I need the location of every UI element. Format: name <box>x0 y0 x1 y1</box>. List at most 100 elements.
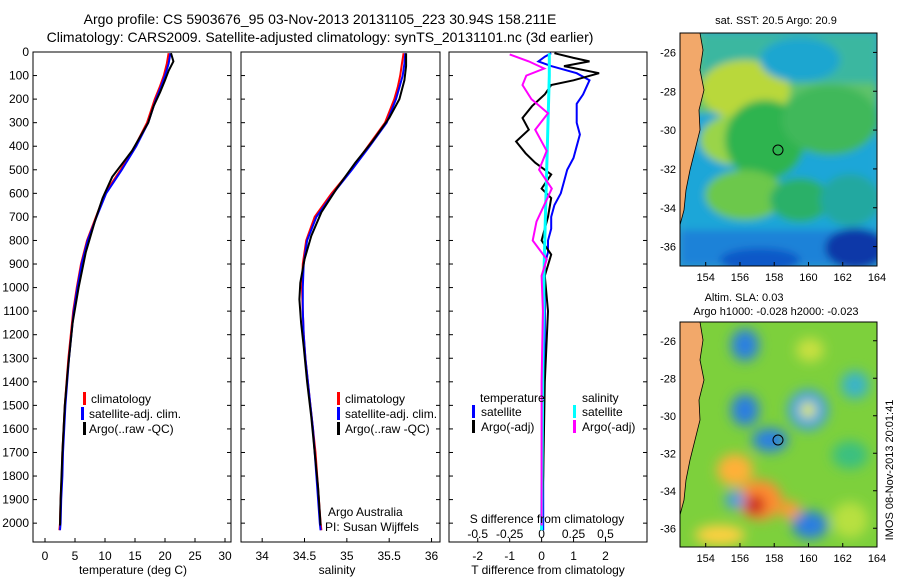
series-line-argo-raw-qc <box>298 53 408 526</box>
credit-argo-australia: Argo Australia <box>328 505 403 519</box>
header-line-1: Argo profile: CS 5903676_95 03-Nov-2013 … <box>84 11 557 27</box>
x-tick-label: 34.5 <box>293 549 317 563</box>
sla-map-subtitle: Argo h1000: -0.028 h2000: -0.023 <box>693 306 858 318</box>
lat-tick-label: -30 <box>660 125 676 137</box>
depth-tick-label: 900 <box>9 257 29 271</box>
sst-map-title: sat. SST: 20.5 Argo: 20.9 <box>715 15 837 27</box>
temperature-axes-frame <box>32 51 232 543</box>
legend-label-argo: Argo(..raw -QC) <box>89 422 174 436</box>
depth-tick-label: 1100 <box>3 304 29 318</box>
depth-tick-label: 300 <box>9 116 29 130</box>
top-tick-label: -0.5 <box>467 527 488 541</box>
legend-label-climatology: climatology <box>91 392 151 406</box>
lon-tick-label: 164 <box>868 272 886 284</box>
depth-tick-label: 400 <box>9 139 29 153</box>
legend-swatch-climatology <box>83 392 86 405</box>
salinity-x-ticks: 34 34.5 35 35.5 36 <box>255 538 439 563</box>
lon-tick-label: 162 <box>834 272 852 284</box>
sst-argo-location-marker <box>772 144 784 156</box>
sst-lat-ticks: -26 -28 -30 -32 -34 -36 <box>660 47 877 254</box>
lat-tick-label: -26 <box>660 336 676 348</box>
x-tick-label: -1 <box>504 549 515 563</box>
sst-lon-ticks: 154 156 158 160 162 164 <box>697 262 886 284</box>
diff-legend-swatch-t-satellite <box>472 405 475 418</box>
sla-map: Altim. SLA: 0.03 Argo h1000: -0.028 h200… <box>660 292 886 565</box>
x-tick-label: 0 <box>42 549 49 563</box>
sla-argo-location-marker <box>772 434 784 446</box>
salinity-legend: climatology satellite-adj. clim. Argo(..… <box>337 392 437 436</box>
lon-tick-label: 164 <box>868 553 886 565</box>
legend-swatch-argo <box>83 422 86 435</box>
top-tick-label: -0.25 <box>496 527 524 541</box>
sst-land-australia <box>680 33 705 226</box>
salinity-xlabel: salinity <box>319 563 356 577</box>
depth-tick-label: 1000 <box>2 281 29 295</box>
sal-legend-swatch-argo <box>337 422 340 435</box>
imos-timestamp: IMOS 08-Nov-2013 20:01:41 <box>884 400 896 541</box>
lat-tick-label: -32 <box>660 448 676 460</box>
depth-tick-label: 600 <box>9 186 29 200</box>
lon-tick-label: 154 <box>697 553 715 565</box>
sst-field <box>680 33 877 266</box>
depth-tick-label: 700 <box>9 210 29 224</box>
x-tick-label: 34 <box>255 549 269 563</box>
sla-map-title: Altim. SLA: 0.03 <box>705 292 784 304</box>
x-tick-label: 5 <box>72 549 79 563</box>
depth-tick-label: 1600 <box>2 422 29 436</box>
diff-legend-swatch-t-argo <box>472 420 475 433</box>
series-line-argo-raw-qc <box>59 52 175 526</box>
diff-legend-label-s-argo: Argo(-adj) <box>582 420 635 434</box>
depth-tick-label: 1800 <box>2 469 29 483</box>
lat-tick-label: -32 <box>660 164 676 176</box>
lon-tick-label: 156 <box>731 272 749 284</box>
lon-tick-label: 154 <box>697 272 715 284</box>
sal-legend-swatch-satellite <box>337 407 340 420</box>
diff-legend-swatch-s-argo <box>573 420 576 433</box>
diff-legend-label-t-argo: Argo(-adj) <box>481 420 534 434</box>
difference-series <box>509 52 600 531</box>
depth-tick-label: 0 <box>22 45 29 59</box>
temperature-panel: 0 5 10 15 20 25 30 temperature (deg C) climato… <box>32 51 232 577</box>
depth-tick-label: 1400 <box>2 375 29 389</box>
lat-tick-label: -30 <box>660 411 676 423</box>
depth-tick-label: 500 <box>9 163 29 177</box>
sst-map: sat. SST: 20.5 Argo: 20.9 <box>660 15 886 284</box>
lat-tick-label: -28 <box>660 86 676 98</box>
salinity-series <box>298 53 408 531</box>
x-tick-label: 2 <box>602 549 609 563</box>
sal-legend-label-satellite: satellite-adj. clim. <box>345 407 437 421</box>
x-tick-label: 35 <box>340 549 354 563</box>
lat-tick-label: -28 <box>660 373 676 385</box>
x-tick-label: 15 <box>128 549 142 563</box>
lon-tick-label: 158 <box>765 553 783 565</box>
temperature-x-ticks: 0 5 10 15 20 25 30 <box>42 538 232 563</box>
diff-legend-label-s-satellite: satellite <box>582 405 623 419</box>
lat-tick-label: -34 <box>660 203 676 215</box>
depth-tick-label: 1500 <box>2 398 29 412</box>
depth-tick-label: 2000 <box>2 516 29 530</box>
x-tick-label: 0 <box>538 549 545 563</box>
x-tick-label: 20 <box>158 549 172 563</box>
x-tick-label: 10 <box>98 549 112 563</box>
x-tick-label: 30 <box>218 549 232 563</box>
diff-legend-title-salinity: salinity <box>582 391 619 405</box>
x-tick-label: 35.5 <box>378 549 402 563</box>
x-tick-label: 25 <box>188 549 202 563</box>
salinity-panel: 34 34.5 35 35.5 36 salinity climatology sate… <box>240 51 441 577</box>
x-tick-label: 36 <box>425 549 439 563</box>
diff-legend-label-t-satellite: satellite <box>481 405 522 419</box>
difference-x-ticks: -2 -1 0 1 2 <box>472 538 609 563</box>
series-line-s-argo <box>509 53 553 526</box>
header-line-2: Climatology: CARS2009. Satellite-adjuste… <box>47 29 594 45</box>
depth-tick-label: 100 <box>9 69 29 83</box>
salinity-axes-frame <box>240 51 441 543</box>
depth-tick-label: 800 <box>9 233 29 247</box>
temperature-depth-ticks <box>33 51 231 524</box>
lat-tick-label: -36 <box>660 523 676 535</box>
lon-tick-label: 158 <box>765 272 783 284</box>
depth-tick-label: 1200 <box>2 328 29 342</box>
diff-legend-swatch-s-satellite <box>573 405 576 418</box>
difference-panel: -2 -1 0 1 2 -0.5 -0.25 0 0.25 0.5 S difference f… <box>448 51 648 577</box>
depth-tick-label: 200 <box>9 92 29 106</box>
